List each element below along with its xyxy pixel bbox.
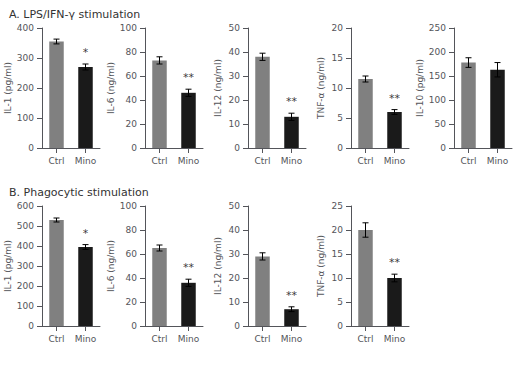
svg-text:40: 40 (126, 273, 138, 283)
svg-text:IL-12 (ng/ml): IL-12 (ng/ml) (213, 59, 223, 117)
svg-text:100: 100 (17, 301, 34, 311)
svg-text:0: 0 (337, 321, 343, 331)
svg-text:15: 15 (332, 53, 343, 63)
svg-text:IL-10 (pg/ml): IL-10 (pg/ml) (415, 59, 425, 117)
svg-text:B. Phagocytic stimulation: B. Phagocytic stimulation (9, 186, 149, 199)
svg-text:400: 400 (17, 241, 34, 251)
svg-text:Mino: Mino (384, 334, 406, 344)
svg-text:Ctrl: Ctrl (48, 156, 64, 166)
svg-text:Mino: Mino (384, 156, 406, 166)
svg-text:Ctrl: Ctrl (460, 156, 476, 166)
svg-text:150: 150 (429, 71, 446, 81)
svg-text:10: 10 (332, 83, 344, 93)
svg-text:Mino: Mino (487, 156, 509, 166)
svg-text:Ctrl: Ctrl (357, 156, 373, 166)
svg-text:40: 40 (229, 47, 241, 57)
svg-text:10: 10 (332, 273, 344, 283)
svg-text:400: 400 (17, 23, 34, 33)
svg-text:100: 100 (17, 113, 34, 123)
svg-text:Mino: Mino (281, 156, 303, 166)
svg-text:**: ** (389, 92, 401, 105)
svg-text:200: 200 (17, 281, 34, 291)
svg-text:30: 30 (229, 71, 241, 81)
svg-text:**: ** (286, 289, 298, 302)
svg-text:600: 600 (17, 201, 34, 211)
svg-text:300: 300 (17, 261, 34, 271)
svg-text:20: 20 (126, 297, 138, 307)
svg-text:IL-1 (pg/ml): IL-1 (pg/ml) (3, 62, 13, 114)
svg-text:20: 20 (332, 225, 344, 235)
svg-text:15: 15 (332, 249, 343, 259)
svg-text:IL-6 (ng/ml): IL-6 (ng/ml) (106, 240, 116, 292)
svg-text:10: 10 (229, 119, 241, 129)
svg-text:40: 40 (126, 95, 138, 105)
svg-text:50: 50 (229, 201, 241, 211)
svg-text:IL-1 (pg/ml): IL-1 (pg/ml) (3, 240, 13, 292)
svg-text:200: 200 (429, 47, 446, 57)
svg-text:20: 20 (229, 273, 241, 283)
svg-text:100: 100 (120, 201, 137, 211)
svg-text:**: ** (183, 71, 195, 84)
svg-text:500: 500 (17, 221, 34, 231)
svg-text:300: 300 (17, 53, 34, 63)
svg-text:30: 30 (229, 249, 241, 259)
svg-text:Ctrl: Ctrl (357, 334, 373, 344)
svg-text:TNF-α (ng/ml): TNF-α (ng/ml) (316, 57, 326, 120)
svg-text:60: 60 (126, 71, 138, 81)
svg-text:IL-6 (ng/ml): IL-6 (ng/ml) (106, 62, 116, 114)
svg-text:0: 0 (28, 143, 34, 153)
svg-text:A. LPS/IFN-γ stimulation: A. LPS/IFN-γ stimulation (9, 8, 140, 21)
svg-text:0: 0 (440, 143, 446, 153)
svg-text:0: 0 (234, 321, 240, 331)
svg-text:Ctrl: Ctrl (151, 156, 167, 166)
svg-text:0: 0 (234, 143, 240, 153)
svg-text:IL-12 (ng/ml): IL-12 (ng/ml) (213, 237, 223, 295)
svg-text:40: 40 (229, 225, 241, 235)
svg-text:100: 100 (429, 95, 446, 105)
svg-text:0: 0 (337, 143, 343, 153)
svg-text:Mino: Mino (178, 156, 200, 166)
svg-text:Mino: Mino (281, 334, 303, 344)
svg-text:10: 10 (229, 297, 241, 307)
svg-text:**: ** (286, 95, 298, 108)
svg-text:5: 5 (337, 113, 343, 123)
svg-text:**: ** (183, 261, 195, 274)
svg-text:80: 80 (126, 225, 138, 235)
svg-text:0: 0 (131, 321, 137, 331)
svg-text:5: 5 (337, 297, 343, 307)
svg-text:25: 25 (332, 201, 343, 211)
svg-text:100: 100 (120, 23, 137, 33)
svg-text:Mino: Mino (178, 334, 200, 344)
svg-text:Ctrl: Ctrl (254, 156, 270, 166)
svg-text:250: 250 (429, 23, 446, 33)
svg-text:**: ** (389, 256, 401, 269)
svg-text:60: 60 (126, 249, 138, 259)
svg-text:Mino: Mino (75, 156, 97, 166)
svg-text:80: 80 (126, 47, 138, 57)
svg-text:Ctrl: Ctrl (48, 334, 64, 344)
svg-text:*: * (83, 227, 89, 240)
svg-text:Ctrl: Ctrl (254, 334, 270, 344)
svg-text:TNF-α (ng/ml): TNF-α (ng/ml) (316, 235, 326, 298)
svg-text:Mino: Mino (75, 334, 97, 344)
svg-text:20: 20 (126, 119, 138, 129)
svg-text:20: 20 (332, 23, 344, 33)
svg-text:0: 0 (131, 143, 137, 153)
svg-text:50: 50 (435, 119, 447, 129)
svg-text:20: 20 (229, 95, 241, 105)
svg-text:0: 0 (28, 321, 34, 331)
svg-text:200: 200 (17, 83, 34, 93)
svg-text:50: 50 (229, 23, 241, 33)
svg-text:Ctrl: Ctrl (151, 334, 167, 344)
svg-text:*: * (83, 46, 89, 59)
